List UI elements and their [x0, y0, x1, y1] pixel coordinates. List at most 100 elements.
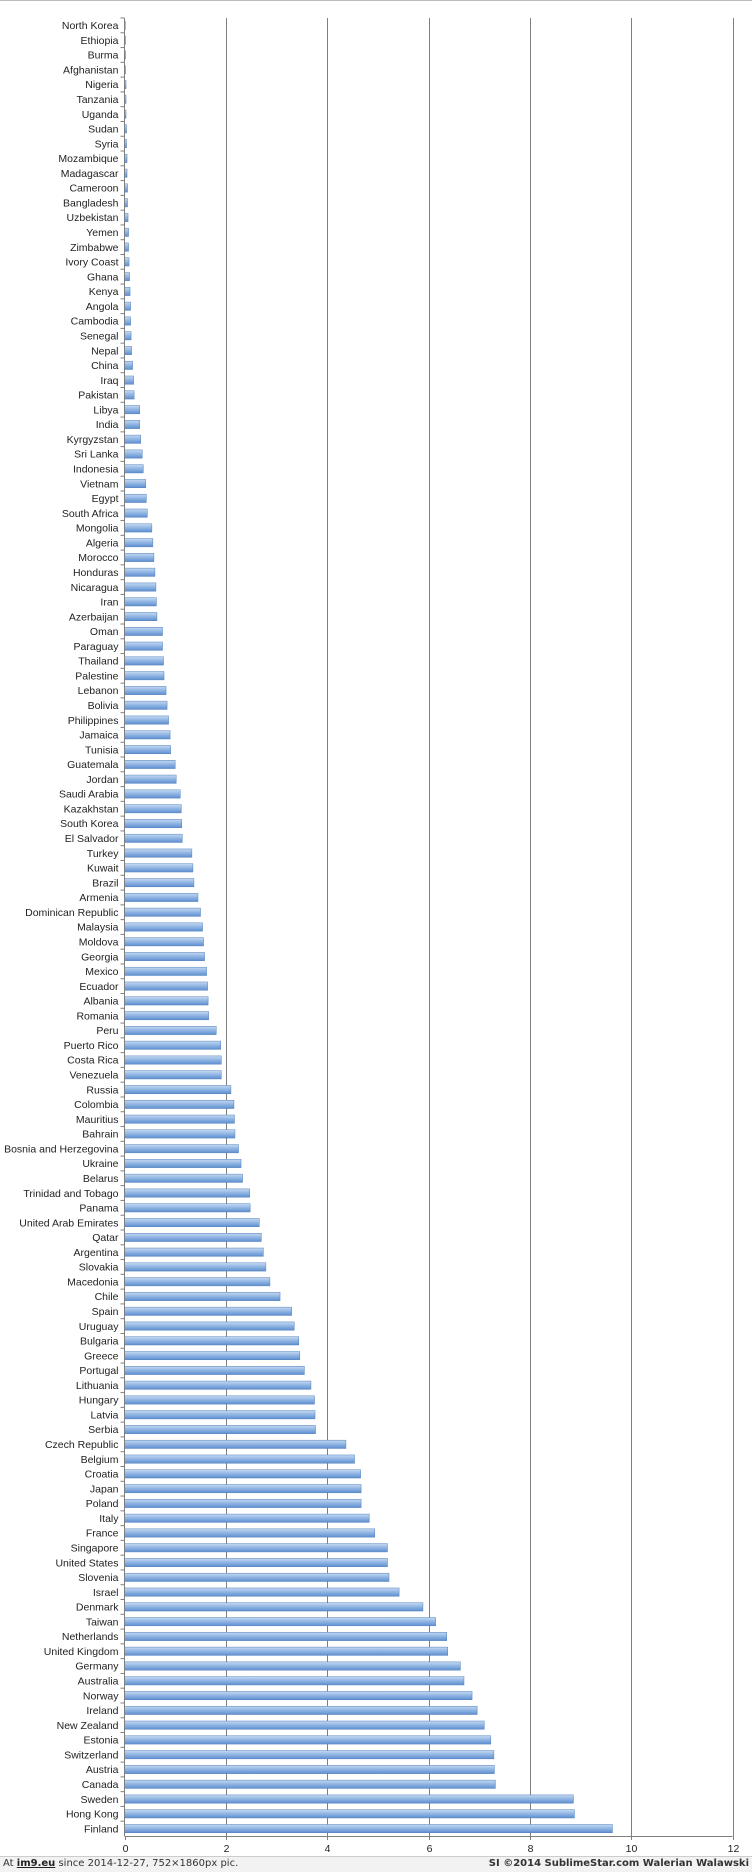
category-label: Morocco	[78, 552, 118, 564]
category-label: Ecuador	[79, 981, 119, 993]
bar	[124, 1247, 264, 1257]
category-label: Belarus	[83, 1173, 119, 1185]
bar	[124, 730, 171, 740]
x-tick-label: 0	[123, 1843, 129, 1855]
bar	[124, 1513, 370, 1523]
footer-site-link[interactable]: im9.eu	[16, 1858, 56, 1869]
category-label: Turkey	[87, 848, 119, 860]
bar	[124, 1632, 447, 1641]
bar	[124, 1395, 315, 1405]
bar	[124, 1085, 232, 1094]
bar	[124, 1114, 235, 1124]
bar	[124, 1572, 390, 1582]
bar	[124, 1765, 495, 1774]
category-label: Denmark	[76, 1602, 119, 1614]
category-label: Mozambique	[58, 153, 118, 165]
bar	[124, 952, 205, 961]
bar	[124, 1011, 209, 1021]
category-label: Greece	[84, 1350, 119, 1362]
category-label: Puerto Rico	[64, 1040, 119, 1052]
bar	[124, 1646, 448, 1656]
bar	[124, 420, 140, 429]
category-label: Croatia	[85, 1469, 119, 1481]
x-tick-label: 6	[427, 1843, 433, 1855]
category-label: Bolivia	[88, 700, 119, 712]
category-label: Yemen	[86, 227, 118, 239]
bar	[124, 1484, 362, 1494]
category-label: Kazakhstan	[64, 803, 119, 815]
bar	[124, 819, 182, 828]
bar	[124, 1099, 235, 1109]
category-label: Sudan	[88, 124, 119, 136]
bar	[124, 1292, 281, 1301]
category-label: Chile	[95, 1291, 119, 1303]
category-label: Qatar	[92, 1232, 119, 1244]
bar	[124, 1794, 574, 1804]
bar	[124, 1676, 465, 1686]
category-label: Austria	[86, 1764, 119, 1776]
chart-frame-top	[0, 0, 752, 1]
bar	[124, 1809, 575, 1819]
footer-left-prefix: At	[3, 1858, 17, 1869]
category-label: Mexico	[85, 966, 118, 978]
bar	[124, 1351, 301, 1361]
category-label: Vietnam	[80, 478, 119, 490]
category-label: Cambodia	[71, 316, 119, 328]
bar	[124, 937, 204, 947]
bar	[124, 390, 135, 400]
category-label: Peru	[96, 1025, 118, 1037]
category-label: Portugal	[79, 1365, 118, 1377]
bar	[124, 227, 129, 237]
bar	[124, 242, 129, 252]
bar	[124, 331, 132, 341]
bar	[124, 1277, 271, 1287]
bar	[124, 878, 195, 888]
bar	[124, 745, 171, 755]
category-label: Australia	[78, 1676, 119, 1688]
category-label: Uzbekistan	[67, 212, 119, 224]
category-label: Pakistan	[78, 390, 118, 402]
bar	[124, 316, 131, 326]
category-label: Costa Rica	[67, 1055, 119, 1067]
bar	[124, 981, 208, 991]
category-label: Indonesia	[73, 464, 119, 476]
category-label: Georgia	[81, 951, 119, 963]
category-label: Switzerland	[64, 1749, 118, 1761]
bar	[124, 434, 141, 444]
bar	[124, 375, 134, 385]
bar	[124, 627, 163, 636]
category-label: Cameroon	[69, 183, 118, 195]
category-label: United Arab Emirates	[19, 1217, 118, 1229]
category-label: Iran	[100, 597, 118, 609]
category-label: Serbia	[88, 1424, 119, 1436]
bar	[124, 346, 132, 355]
bar	[124, 1173, 243, 1183]
bar	[124, 907, 201, 917]
footer-left-suffix: since 2014-12-27, 752×1860px pic.	[55, 1858, 239, 1869]
bar	[124, 1602, 424, 1612]
bar	[124, 1070, 222, 1080]
bar	[124, 1203, 251, 1213]
x-tick-label: 4	[325, 1843, 331, 1855]
bar	[124, 493, 147, 503]
x-tick-label: 8	[528, 1843, 534, 1855]
footer-left: At im9.eu since 2014-12-27, 752×1860px p…	[3, 1858, 238, 1869]
bar	[124, 1425, 316, 1434]
category-label: Azerbaijan	[69, 611, 119, 623]
bar	[124, 1129, 236, 1139]
category-label: Oman	[90, 626, 119, 638]
bar	[124, 1380, 312, 1390]
bar	[124, 1587, 400, 1597]
category-label: Canada	[82, 1779, 119, 1791]
category-label: United Kingdom	[44, 1646, 119, 1658]
x-tick-label: 2	[224, 1843, 230, 1855]
bar	[124, 1233, 262, 1242]
category-label: Nigeria	[85, 79, 118, 91]
bar	[124, 272, 130, 282]
category-label: Norway	[83, 1690, 119, 1702]
category-label: Honduras	[73, 567, 119, 579]
bar	[124, 301, 131, 311]
bar	[124, 1661, 461, 1671]
category-label: Ethiopia	[81, 35, 119, 47]
category-label: Burma	[88, 50, 119, 62]
